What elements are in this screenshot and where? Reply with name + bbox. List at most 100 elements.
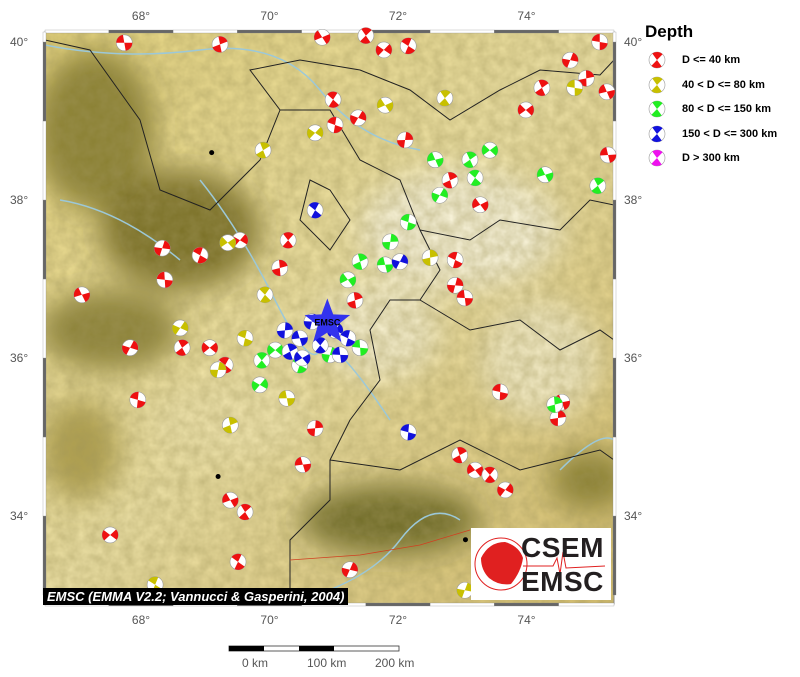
event-beachball-icon[interactable] bbox=[536, 166, 554, 184]
globe-logo-icon bbox=[474, 537, 606, 591]
event-beachball-icon[interactable] bbox=[201, 339, 219, 357]
event-beachball-icon[interactable] bbox=[306, 201, 324, 219]
event-beachball-icon[interactable] bbox=[426, 151, 444, 169]
event-beachball-icon[interactable] bbox=[331, 346, 349, 364]
event-beachball-icon[interactable] bbox=[191, 247, 209, 264]
event-beachball-icon[interactable] bbox=[276, 322, 294, 339]
event-beachball-icon[interactable] bbox=[591, 33, 609, 51]
event-beachball-icon[interactable] bbox=[481, 141, 499, 159]
event-beachball-icon[interactable] bbox=[153, 239, 171, 257]
event-beachball-icon[interactable] bbox=[254, 141, 272, 159]
beachball-icon bbox=[648, 125, 666, 143]
event-beachball-icon[interactable] bbox=[281, 343, 299, 360]
event-beachball-icon[interactable] bbox=[446, 277, 464, 294]
event-beachball-icon[interactable] bbox=[306, 420, 324, 437]
event-beachball-icon[interactable] bbox=[436, 89, 454, 107]
event-beachball-icon[interactable] bbox=[229, 553, 247, 571]
event-beachball-icon[interactable] bbox=[566, 79, 583, 97]
event-beachball-icon[interactable] bbox=[517, 101, 535, 119]
beachball-icon bbox=[648, 76, 666, 94]
event-beachball-icon[interactable] bbox=[349, 109, 367, 127]
event-beachball-icon[interactable] bbox=[121, 339, 139, 357]
terrain bbox=[45, 32, 614, 604]
event-beachball-icon[interactable] bbox=[339, 271, 357, 289]
event-beachball-icon[interactable] bbox=[561, 51, 579, 69]
event-beachball-icon[interactable] bbox=[546, 396, 564, 413]
event-beachball-icon[interactable] bbox=[256, 286, 274, 304]
event-beachball-icon[interactable] bbox=[496, 481, 514, 499]
event-beachball-icon[interactable] bbox=[381, 233, 399, 251]
event-beachball-icon[interactable] bbox=[219, 234, 237, 251]
event-beachball-icon[interactable] bbox=[346, 292, 364, 309]
event-beachball-icon[interactable] bbox=[598, 83, 616, 101]
event-beachball-icon[interactable] bbox=[306, 124, 324, 142]
beachball-icon[interactable] bbox=[648, 149, 666, 167]
event-beachball-icon[interactable] bbox=[271, 259, 289, 277]
beachball-icon[interactable] bbox=[648, 100, 666, 118]
epicenter[interactable]: EMSC bbox=[304, 298, 351, 342]
event-beachball-icon[interactable] bbox=[222, 491, 239, 509]
event-beachball-icon[interactable] bbox=[399, 423, 417, 441]
event-beachball-icon[interactable] bbox=[399, 37, 417, 55]
event-beachball-icon[interactable] bbox=[471, 196, 489, 214]
event-beachball-icon[interactable] bbox=[266, 341, 284, 359]
event-beachball-icon[interactable] bbox=[115, 34, 133, 52]
event-beachball-icon[interactable] bbox=[156, 271, 174, 289]
event-beachball-icon[interactable] bbox=[236, 329, 254, 347]
event-beachball-icon[interactable] bbox=[441, 171, 459, 189]
event-beachball-icon[interactable] bbox=[251, 376, 269, 394]
event-beachball-icon[interactable] bbox=[253, 352, 271, 369]
event-beachball-icon[interactable] bbox=[481, 466, 499, 484]
event-beachball-icon[interactable] bbox=[376, 256, 394, 274]
event-beachball-icon[interactable] bbox=[351, 339, 369, 357]
event-beachball-icon[interactable] bbox=[351, 253, 369, 270]
event-beachball-icon[interactable] bbox=[209, 361, 227, 379]
event-beachball-icon[interactable] bbox=[421, 249, 439, 266]
event-beachball-icon[interactable] bbox=[375, 41, 393, 59]
event-beachball-icon[interactable] bbox=[533, 79, 551, 97]
event-beachball-icon[interactable] bbox=[173, 339, 191, 357]
beachball-icon[interactable] bbox=[648, 51, 666, 69]
event-beachball-icon[interactable] bbox=[324, 91, 342, 108]
event-beachball-icon[interactable] bbox=[461, 151, 479, 169]
event-beachball-icon[interactable] bbox=[294, 456, 312, 473]
event-beachball-icon[interactable] bbox=[278, 389, 296, 407]
event-beachball-icon[interactable] bbox=[396, 131, 414, 149]
event-beachball-icon[interactable] bbox=[589, 177, 607, 195]
event-beachball-icon[interactable] bbox=[466, 169, 484, 187]
lat-tick-label-right: 34° bbox=[624, 509, 642, 523]
event-beachball-icon[interactable] bbox=[357, 27, 375, 44]
event-beachball-icon[interactable] bbox=[446, 251, 464, 269]
event-beachball-icon[interactable] bbox=[101, 526, 119, 544]
event-beachball-icon[interactable] bbox=[279, 231, 297, 249]
event-beachball-icon[interactable] bbox=[73, 286, 91, 304]
event-beachball-icon[interactable] bbox=[491, 383, 509, 401]
beachball-icon[interactable] bbox=[648, 125, 666, 143]
event-beachball-icon[interactable] bbox=[339, 329, 357, 347]
event-beachball-icon[interactable] bbox=[399, 213, 417, 231]
event-beachball-icon[interactable] bbox=[431, 186, 449, 204]
event-beachball-icon[interactable] bbox=[599, 146, 617, 164]
event-beachball-icon[interactable] bbox=[222, 416, 239, 434]
event-beachball-icon[interactable] bbox=[291, 329, 308, 347]
event-beachball-icon[interactable] bbox=[236, 503, 254, 521]
event-beachball-icon[interactable] bbox=[311, 337, 329, 354]
lon-tick-label-top: 68° bbox=[132, 9, 150, 23]
event-beachball-icon[interactable] bbox=[456, 289, 474, 307]
emsc-logo[interactable]: CSEM EMSC bbox=[471, 528, 611, 600]
event-beachball-icon[interactable] bbox=[466, 461, 484, 479]
event-beachball-icon[interactable] bbox=[451, 446, 468, 464]
lat-tick-label-right: 38° bbox=[624, 193, 642, 207]
event-beachball-icon[interactable] bbox=[293, 349, 311, 367]
beachball-icon[interactable] bbox=[648, 76, 666, 94]
event-beachball-icon[interactable] bbox=[326, 116, 344, 134]
event-beachball-icon[interactable] bbox=[313, 28, 331, 46]
event-beachball-icon[interactable] bbox=[577, 70, 595, 87]
event-beachball-icon[interactable] bbox=[376, 96, 394, 114]
event-beachball-icon[interactable] bbox=[211, 36, 229, 53]
event-beachball-icon[interactable] bbox=[129, 391, 147, 409]
event-beachball-icon[interactable] bbox=[171, 319, 189, 337]
event-beachball-icon[interactable] bbox=[391, 253, 409, 270]
event-beachball-icon[interactable] bbox=[341, 561, 359, 579]
lon-tick-label-bottom: 70° bbox=[260, 613, 278, 627]
